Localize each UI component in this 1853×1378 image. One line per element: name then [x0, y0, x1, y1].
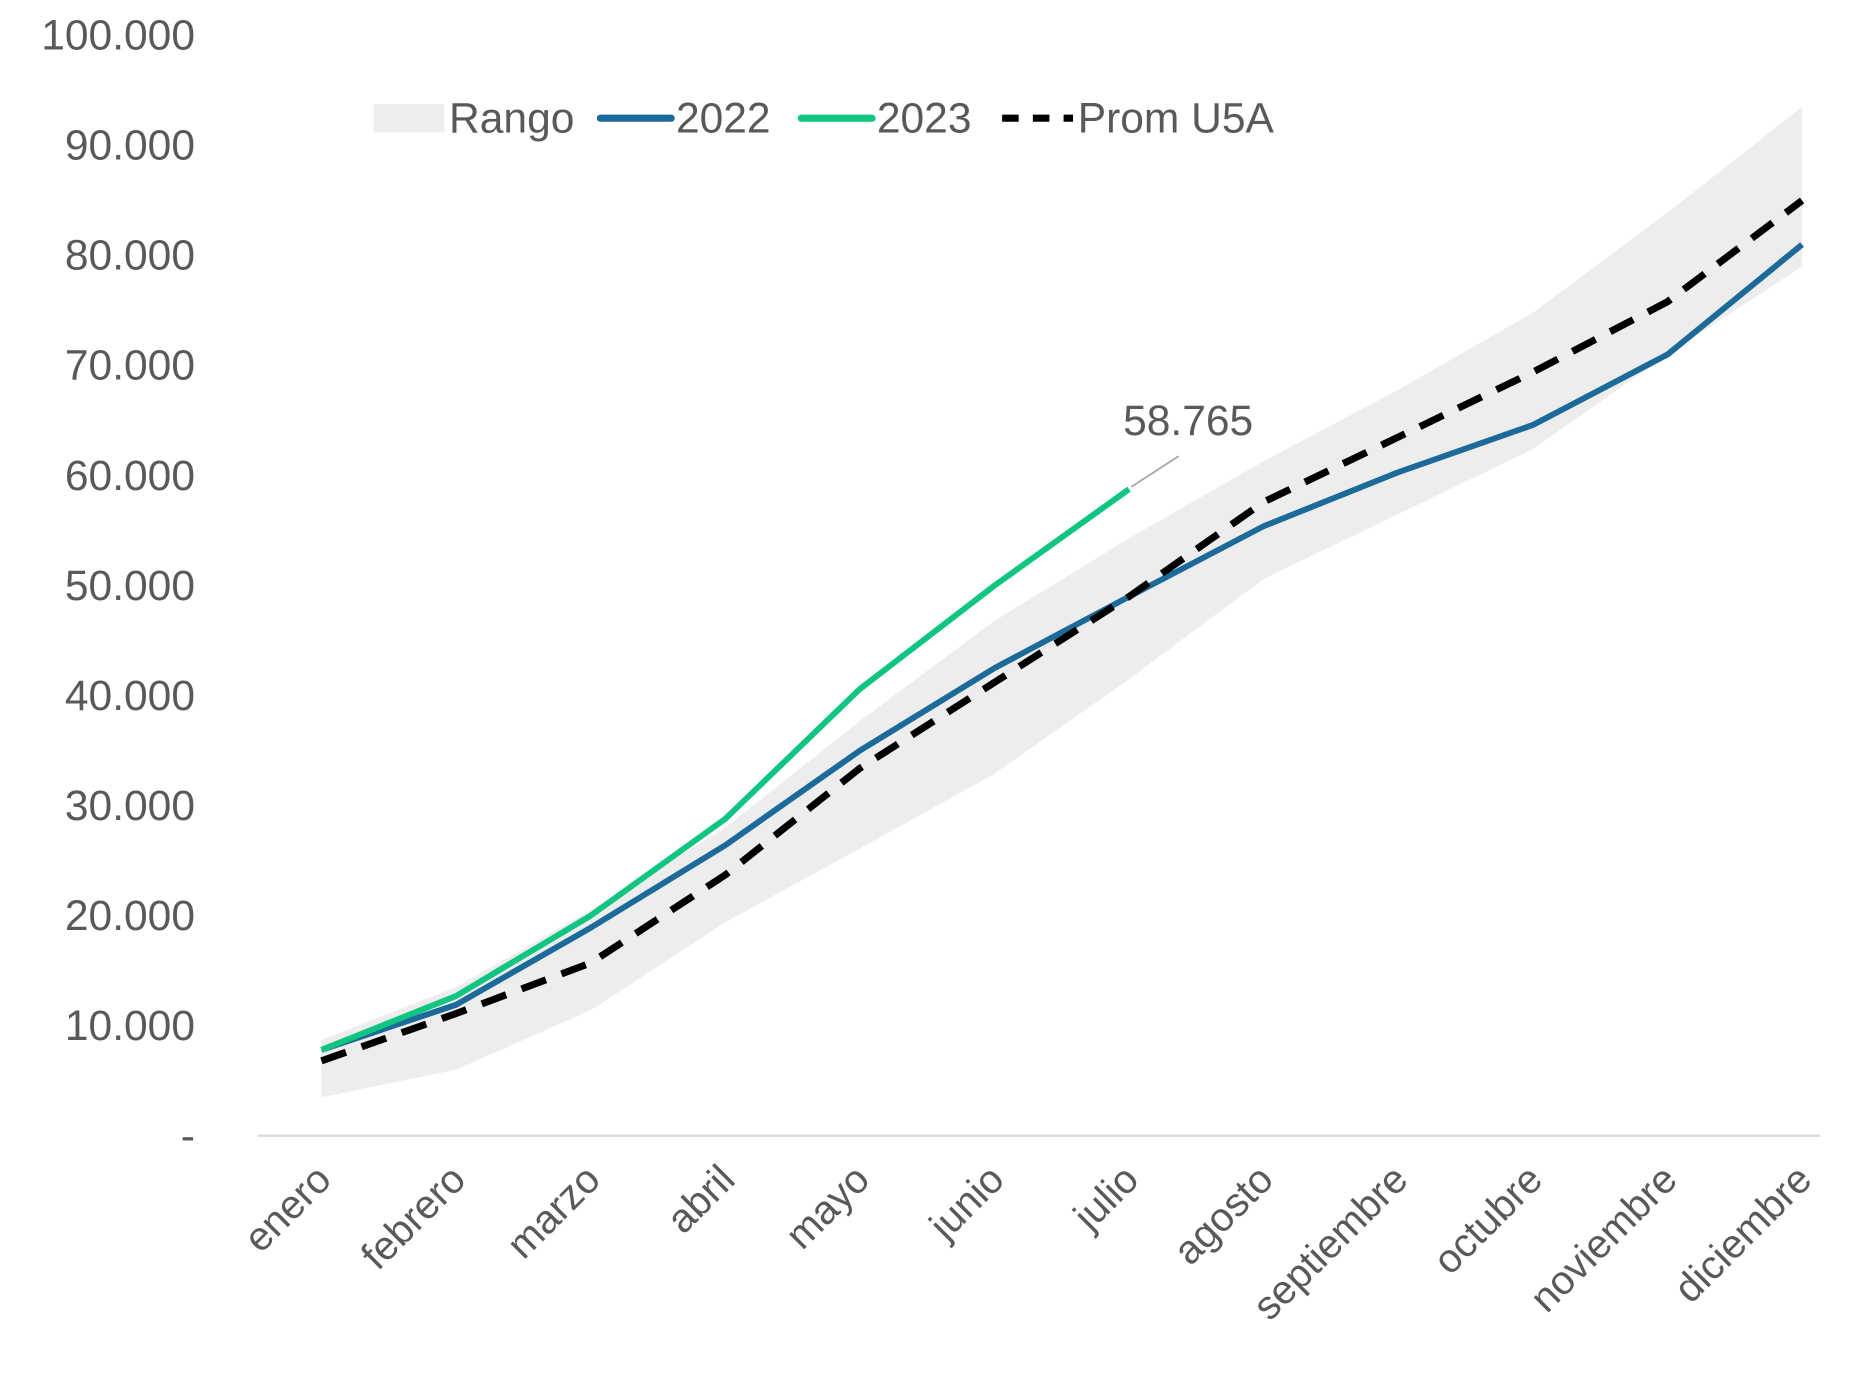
- y-tick-label: -: [181, 1112, 195, 1160]
- x-tick-label: agosto: [1165, 1156, 1282, 1273]
- x-tick-label: diciembre: [1665, 1156, 1820, 1311]
- legend-label: 2022: [676, 94, 771, 142]
- x-tick-label: enero: [235, 1156, 339, 1260]
- y-tick-label: 60.000: [65, 452, 195, 500]
- chart: - 10.000 20.000 30.000 40.000 50.000 60.000 70.…: [0, 0, 1853, 1378]
- x-tick-label: julio: [1064, 1156, 1147, 1239]
- x-tick-label: febrero: [352, 1156, 474, 1278]
- series-line: [321, 489, 1129, 1050]
- x-tick-label: abril: [658, 1156, 743, 1241]
- band-layer: [321, 107, 1802, 1097]
- legend-label: 2023: [877, 94, 972, 142]
- y-tick-label: 20.000: [65, 892, 195, 940]
- y-tick-label: 80.000: [65, 232, 195, 280]
- legend-label: Rango: [449, 94, 574, 142]
- y-tick-label: 30.000: [65, 782, 195, 830]
- y-tick-label: 50.000: [65, 562, 195, 610]
- x-tick-label: noviembre: [1521, 1156, 1685, 1320]
- legend-swatch: [373, 104, 444, 132]
- x-tick-label: marzo: [498, 1156, 609, 1267]
- legend-label: Prom U5A: [1078, 94, 1275, 142]
- y-tick-label: 10.000: [65, 1002, 195, 1050]
- y-tick-label: 100.000: [41, 12, 195, 60]
- y-tick-label: 70.000: [65, 342, 195, 390]
- range-band: [321, 107, 1802, 1097]
- label-leader: [1131, 456, 1178, 487]
- y-tick-label: 40.000: [65, 672, 195, 720]
- y-tick-label: 90.000: [65, 122, 195, 170]
- x-tick-label: junio: [920, 1156, 1013, 1249]
- data-label: 58.765: [1123, 397, 1253, 445]
- x-tick-label: octubre: [1425, 1156, 1552, 1283]
- x-tick-label: mayo: [777, 1156, 878, 1257]
